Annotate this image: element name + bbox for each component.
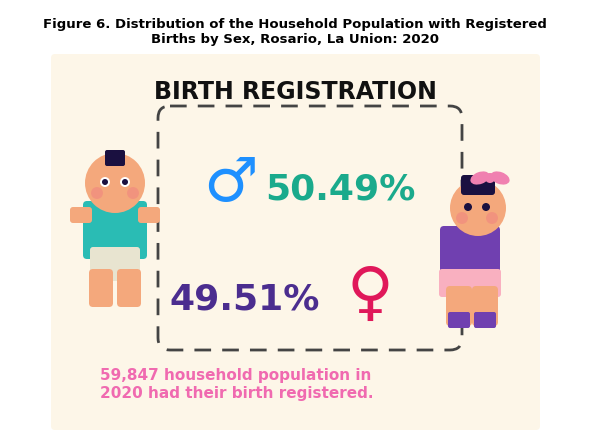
Text: ♀: ♀	[347, 264, 394, 326]
FancyBboxPatch shape	[89, 269, 113, 307]
FancyBboxPatch shape	[70, 207, 92, 223]
FancyBboxPatch shape	[448, 312, 470, 328]
FancyBboxPatch shape	[461, 175, 495, 195]
FancyBboxPatch shape	[83, 201, 147, 259]
Circle shape	[486, 212, 498, 224]
FancyBboxPatch shape	[446, 286, 472, 326]
Ellipse shape	[470, 171, 489, 184]
Circle shape	[122, 179, 128, 185]
Text: Figure 6. Distribution of the Household Population with Registered: Figure 6. Distribution of the Household …	[43, 18, 547, 31]
FancyBboxPatch shape	[105, 150, 125, 166]
Circle shape	[100, 177, 110, 187]
Ellipse shape	[491, 171, 509, 184]
Circle shape	[102, 179, 108, 185]
Circle shape	[120, 177, 130, 187]
Text: 59,847 household population in: 59,847 household population in	[100, 368, 371, 383]
Text: ♂: ♂	[203, 155, 257, 214]
Text: Births by Sex, Rosario, La Union: 2020: Births by Sex, Rosario, La Union: 2020	[151, 33, 439, 46]
Circle shape	[127, 187, 139, 199]
Text: 49.51%: 49.51%	[170, 283, 320, 317]
Circle shape	[485, 173, 495, 183]
Circle shape	[464, 203, 472, 211]
Circle shape	[482, 203, 490, 211]
FancyBboxPatch shape	[90, 247, 140, 281]
FancyBboxPatch shape	[439, 269, 501, 297]
Text: BIRTH REGISTRATION: BIRTH REGISTRATION	[154, 80, 436, 104]
Circle shape	[450, 180, 506, 236]
FancyBboxPatch shape	[474, 312, 496, 328]
Circle shape	[91, 187, 103, 199]
FancyBboxPatch shape	[472, 286, 498, 326]
Text: 50.49%: 50.49%	[265, 173, 415, 207]
FancyBboxPatch shape	[117, 269, 141, 307]
FancyBboxPatch shape	[138, 207, 160, 223]
FancyBboxPatch shape	[440, 226, 500, 282]
FancyBboxPatch shape	[51, 54, 540, 430]
Text: 2020 had their birth registered.: 2020 had their birth registered.	[100, 386, 374, 401]
Circle shape	[85, 153, 145, 213]
Circle shape	[456, 212, 468, 224]
